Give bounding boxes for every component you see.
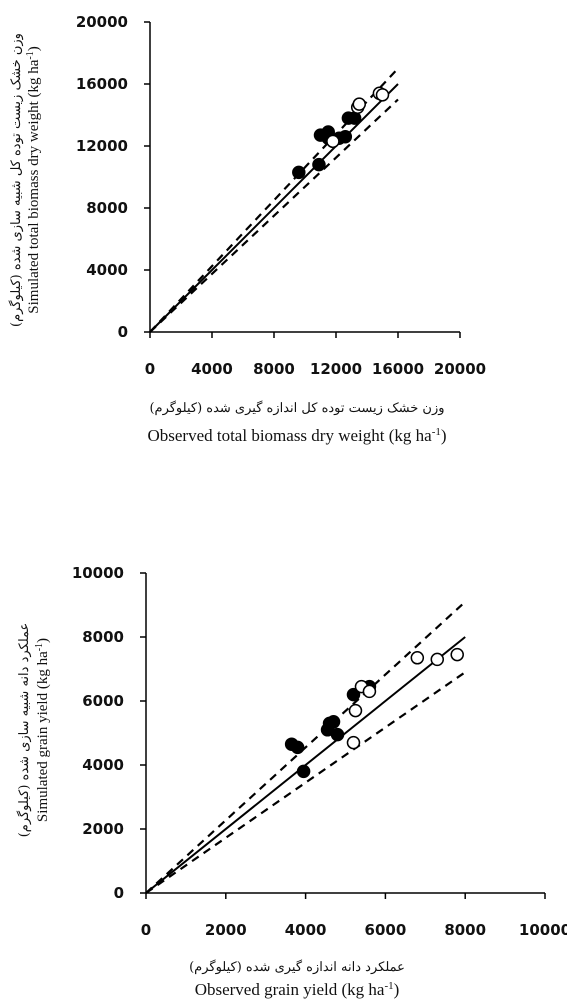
chart-grain-xtick-label: 4000	[285, 921, 327, 939]
chart-biomass-x-ticks: 0 4000 8000 12000 16000 20000	[145, 332, 486, 378]
chart-biomass-ylabel-fa: وزن خشک زیست توده کل شبیه سازی شده (کیلو…	[8, 33, 24, 327]
chart-biomass-xtick-label: 0	[145, 360, 155, 378]
chart-grain-point-open	[430, 652, 445, 667]
chart-biomass-ylabel-en: Simulated total biomass dry weight (kg h…	[25, 46, 42, 313]
chart-grain-xtick-label: 2000	[205, 921, 247, 939]
chart-grain-point-open	[362, 684, 377, 699]
chart-grain-x-ticks: 0 2000 4000 6000 8000 10000	[141, 893, 567, 939]
chart-biomass-point-open	[352, 97, 366, 111]
chart-grain-point-filled	[330, 727, 345, 742]
chart-biomass-ytick-label: 16000	[76, 75, 128, 93]
chart-biomass-points	[292, 86, 390, 180]
chart-grain-yield: 0 2000 4000 6000 8000 10000 0 2000 4000 6000 8000…	[16, 564, 567, 999]
chart-biomass-one-to-one-line	[149, 83, 399, 333]
chart-biomass-point-open	[326, 134, 340, 149]
chart-biomass-xlabel-en: Observed total biomass dry weight (kg ha…	[147, 426, 446, 445]
chart-grain-point-filled	[290, 740, 305, 755]
chart-biomass-ytick-label: 4000	[86, 261, 128, 279]
chart-grain-y-ticks: 0 2000 4000 6000 8000 10000	[72, 564, 146, 902]
chart-grain-point-filled	[326, 715, 341, 729]
chart-biomass-xtick-label: 4000	[191, 360, 233, 378]
chart-biomass-xtick-label: 16000	[372, 360, 424, 378]
chart-biomass-point-open	[375, 88, 390, 102]
chart-biomass-xtick-label: 20000	[434, 360, 486, 378]
chart-grain-xtick-label: 10000	[519, 921, 567, 939]
chart-grain-point-filled	[346, 687, 361, 702]
chart-grain-xtick-label: 8000	[444, 921, 486, 939]
chart-grain-ylabel-fa: عملکرد دانه شبیه سازی شده (کیلوگرم)	[16, 623, 32, 838]
chart-grain-ytick-label: 4000	[82, 756, 124, 774]
chart-grain-ylabel-en: Simulated grain yield (kg ha-1)	[34, 638, 51, 822]
chart-biomass-point-filled	[312, 157, 326, 172]
chart-biomass-xtick-label: 8000	[253, 360, 295, 378]
chart-biomass: 0 4000 8000 12000 16000 20000 0 4000 8000 12000 1…	[8, 13, 486, 445]
chart-biomass-xlabel-fa: وزن خشک زیست توده کل اندازه گیری شده (کی…	[149, 400, 444, 416]
chart-grain-xtick-label: 0	[141, 921, 151, 939]
chart-grain-ytick-label: 2000	[82, 820, 124, 838]
chart-biomass-deviation-line	[149, 98, 399, 333]
chart-biomass-xtick-label: 12000	[310, 360, 362, 378]
chart-grain-deviation-line	[145, 600, 466, 894]
chart-grain-deviation-line	[145, 671, 466, 894]
chart-grain-point-open	[346, 735, 361, 750]
chart-grain-point-open	[450, 647, 464, 662]
chart-grain-ytick-label: 8000	[82, 628, 124, 646]
chart-grain-points	[284, 647, 464, 779]
chart-biomass-point-filled	[338, 129, 353, 144]
chart-grain-ytick-label: 6000	[82, 692, 124, 710]
chart-biomass-ytick-label: 20000	[76, 13, 128, 31]
chart-grain-xlabel-fa: عملکرد دانه اندازه گیری شده (کیلوگرم)	[189, 959, 405, 975]
chart-biomass-y-ticks: 0 4000 8000 12000 16000 20000	[76, 13, 150, 341]
chart-grain-point-filled	[296, 764, 311, 779]
chart-biomass-ytick-label: 0	[118, 323, 128, 341]
chart-biomass-ytick-label: 8000	[86, 199, 128, 217]
chart-grain-xtick-label: 6000	[365, 921, 407, 939]
chart-biomass-ytick-label: 12000	[76, 137, 128, 155]
chart-grain-point-open	[410, 651, 425, 665]
chart-grain-ytick-label: 10000	[72, 564, 124, 582]
chart-grain-point-open	[348, 703, 363, 718]
chart-grain-ytick-label: 0	[114, 884, 124, 902]
chart-biomass-point-filled	[292, 165, 306, 180]
chart-grain-xlabel-en: Observed grain yield (kg ha-1)	[195, 980, 400, 999]
chart-grain-lines	[145, 600, 466, 894]
